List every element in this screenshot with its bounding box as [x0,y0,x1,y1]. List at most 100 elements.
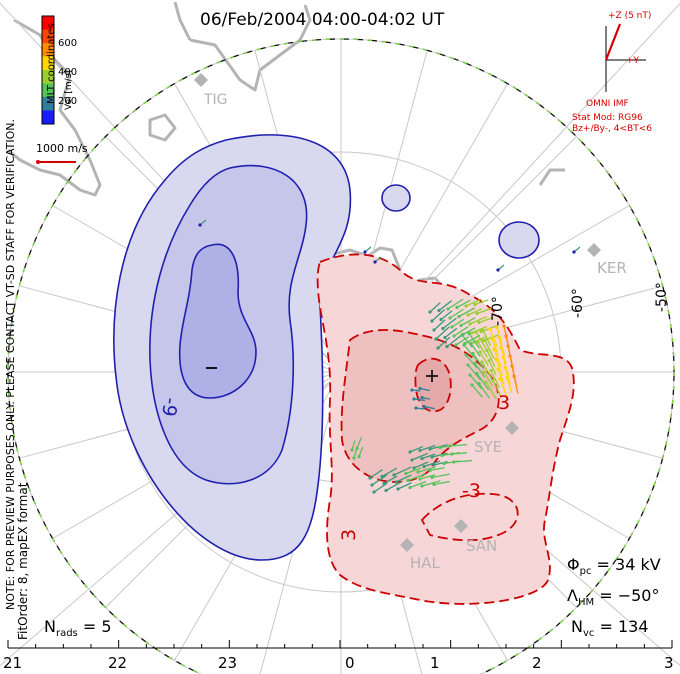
velocity-vector-origin [470,331,474,335]
velocity-vector [491,338,499,356]
velocity-vector [468,333,480,349]
stat-nvc: Nvc = 134 [571,617,649,639]
velocity-vector-origin [363,250,367,254]
velocity-vector [465,354,478,369]
velocity-vector-origin [382,481,386,486]
station-marker-icon [505,421,519,435]
velocity-vector [429,302,441,313]
velocity-vector-origin [355,446,359,451]
velocity-vector-origin [495,325,499,330]
velocity-vector [463,344,477,360]
velocity-vector [499,378,508,397]
latitude-label-50: -50° [654,282,670,312]
velocity-vector [449,443,467,447]
velocity-vector-origin [482,370,486,374]
velocity-vector [417,466,436,473]
velocity-vector [381,467,398,478]
imf-y-label: +Y [626,56,640,66]
velocity-vector-origin [502,324,506,328]
velocity-vector [488,360,497,376]
stat-nrads-symbol: N [44,617,56,636]
station-label-tig: TIG [204,92,228,108]
velocity-vector [431,452,448,458]
velocity-vector-origin [412,397,416,401]
velocity-vector-origin [357,454,361,459]
velocity-vector [482,330,492,347]
velocity-vector [496,327,503,343]
velocity-vector [465,298,482,307]
velocity-vector-origin [501,355,505,360]
colorbar-segment [42,56,54,70]
velocity-vector-origin [430,475,434,480]
colorbar-segment [42,29,54,43]
velocity-vector [423,460,441,468]
velocity-vector-origin [572,250,576,254]
velocity-vector [476,373,490,391]
latitude-label-70: -70° [490,296,506,326]
potential-extrema [206,367,438,382]
velocity-vector-origin [439,317,443,322]
velocity-vector-origin [446,307,450,311]
velocity-vector-origin [483,338,487,343]
velocity-vector [351,440,356,451]
velocity-vector-origin [467,331,471,336]
velocity-vector [476,307,494,315]
velocity-vector [356,437,362,449]
velocity-vector [506,377,513,393]
contour-label-neg3: -3 [462,480,481,502]
hour-label-23: 23 [218,654,238,672]
velocity-vector-origin [478,350,482,354]
velocity-vector-origin [452,334,456,338]
stat-nrads-value: = 5 [82,617,112,636]
velocity-vector [433,480,450,486]
colorbar-segment [42,83,54,97]
velocity-vector-origin [466,313,470,317]
imf-clock [604,23,646,92]
velocity-vector [479,351,489,367]
velocity-vector [453,459,472,463]
velocity-vector-origin [430,455,434,459]
velocity-vector [492,380,502,397]
velocity-vector [477,341,488,358]
velocity-vector-origin [428,468,432,473]
velocity-vector-origin [414,406,418,410]
velocity-vector-origin [477,381,481,386]
velocity-vector [358,446,364,457]
velocity-vector [475,331,487,350]
velocity-vector-origin [459,323,463,328]
velocity-vector-origin [475,371,479,376]
radar-stations [194,73,601,552]
velocity-vector [437,336,451,349]
velocity-vector-origin [420,456,424,461]
velocity-vector-origin [485,348,489,353]
velocity-vector [409,445,424,453]
velocity-vector-origin [508,354,512,358]
heppner-maynard-boundary [7,38,675,674]
velocity-vector [385,481,403,492]
stat-lambda-sub: HM [577,597,595,609]
velocity-vector-origin [492,347,496,351]
stat-nvc-symbol: N [571,617,583,636]
velocity-vector [461,334,473,348]
velocity-vector [469,316,487,325]
velocity-vector-origin [440,453,444,458]
velocity-vector [371,474,388,486]
station-label-sye: SYE [474,438,503,456]
velocity-vector-origin [437,308,441,313]
velocity-vector-origin [496,268,500,272]
velocity-vector-origin [450,452,454,456]
velocity-vector-origin [420,395,424,400]
velocity-vector-origin [470,383,474,387]
velocity-vector [478,316,494,324]
velocity-vector-origin [448,444,452,448]
velocity-vector-origin [198,223,202,227]
velocity-vector-origin [450,325,454,329]
velocity-vector-origin [396,487,400,491]
velocity-vector-origin [466,363,470,367]
velocity-vector-origin [373,260,377,264]
hour-label-21: 21 [3,654,23,672]
station-label-hal: HAL [410,554,440,572]
stat-nrads: Nrads = 5 [44,617,112,639]
velocity-vector-origin [462,343,466,347]
